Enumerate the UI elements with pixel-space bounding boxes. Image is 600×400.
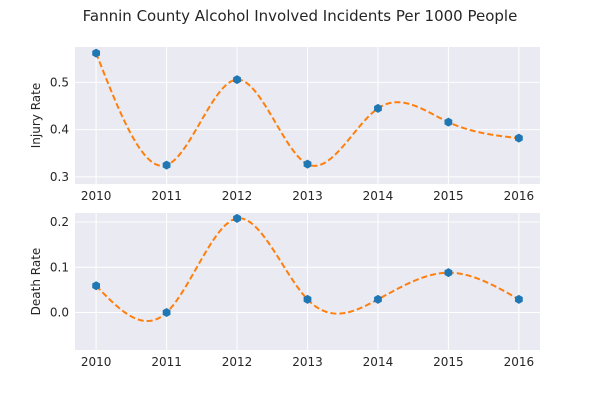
injury-x-tick-label: 2016 <box>504 189 535 203</box>
death-y-axis-label: Death Rate <box>29 248 43 316</box>
injury-data-point <box>514 133 523 143</box>
death-x-tick-label: 2015 <box>433 355 464 369</box>
injury-data-point <box>233 75 241 85</box>
injury-rate-panel: 2010 2011 2012 2013 2014 2015 2016 0.3 0.4 0.5 Inj… <box>29 47 540 203</box>
death-x-tick-label: 2011 <box>151 355 182 369</box>
death-data-point <box>303 294 312 304</box>
injury-y-tick-label: 0.4 <box>50 123 69 137</box>
injury-y-tick-label: 0.3 <box>50 170 69 184</box>
injury-x-tick-label: 2010 <box>81 189 112 203</box>
death-data-point <box>233 213 241 223</box>
injury-y-tick-label: 0.5 <box>50 75 69 89</box>
injury-data-point <box>303 159 312 169</box>
death-data-point <box>374 294 382 304</box>
injury-x-tick-label: 2013 <box>292 189 323 203</box>
injury-data-point <box>444 117 453 127</box>
injury-data-point <box>162 160 171 170</box>
injury-x-tick-label: 2014 <box>363 189 394 203</box>
death-y-tick-label: 0.0 <box>50 305 69 319</box>
death-y-tick-label: 0.1 <box>50 260 69 274</box>
figure-title: Fannin County Alcohol Involved Incidents… <box>83 7 518 25</box>
death-y-tick-label: 0.2 <box>50 215 69 229</box>
injury-x-tick-label: 2011 <box>151 189 182 203</box>
death-data-point <box>444 268 453 278</box>
injury-x-tick-label: 2012 <box>222 189 253 203</box>
death-x-tick-label: 2013 <box>292 355 323 369</box>
injury-y-axis-label: Injury Rate <box>29 83 43 148</box>
injury-data-point <box>92 48 101 58</box>
death-x-tick-label: 2014 <box>363 355 394 369</box>
death-x-tick-label: 2012 <box>222 355 253 369</box>
death-data-point <box>514 294 523 304</box>
injury-x-tick-label: 2015 <box>433 189 464 203</box>
death-data-point <box>162 307 171 317</box>
death-rate-panel: 2010 2011 2012 2013 2014 2015 2016 0.0 0.1 0.2 Dea… <box>29 213 540 369</box>
death-x-tick-label: 2010 <box>81 355 112 369</box>
death-x-tick-label: 2016 <box>504 355 535 369</box>
death-data-point <box>92 281 101 291</box>
injury-data-point <box>374 103 382 113</box>
